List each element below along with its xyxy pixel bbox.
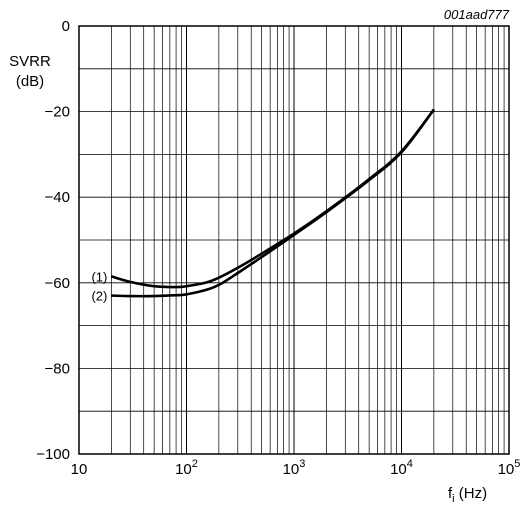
x-tick-label: 102	[175, 458, 198, 478]
x-tick-label: 105	[498, 458, 521, 478]
y-tick-label: −80	[45, 360, 70, 377]
x-tick-base: 10	[390, 461, 407, 478]
y-axis-title-line1: SVRR	[9, 53, 51, 70]
x-tick-base: 10	[175, 461, 192, 478]
x-tick-label: 103	[283, 458, 306, 478]
x-axis-title: fi (Hz)	[448, 485, 487, 505]
y-axis-title-line2: (dB)	[16, 73, 44, 90]
x-tick-base: 10	[283, 461, 300, 478]
series-label-1: (1)	[91, 269, 107, 284]
x-tick-label: 10	[71, 461, 88, 478]
figure-reference: 001aad777	[444, 7, 510, 22]
x-tick-exponent: 2	[192, 458, 198, 470]
x-tick-exponent: 4	[407, 458, 413, 470]
x-tick-labels: 10 102 103 104 105	[71, 458, 521, 478]
y-tick-label: −60	[45, 275, 70, 292]
y-tick-label: 0	[62, 18, 70, 35]
x-tick-exponent: 5	[514, 458, 520, 470]
y-tick-label: −40	[45, 189, 70, 206]
x-tick-exponent: 3	[299, 458, 305, 470]
x-tick-base: 10	[498, 461, 515, 478]
grid	[79, 26, 509, 454]
series-label-2: (2)	[91, 289, 107, 304]
y-tick-label: −100	[36, 446, 70, 463]
series-line-2	[111, 110, 434, 297]
y-tick-label: −20	[45, 104, 70, 121]
series-line-1	[111, 110, 434, 288]
x-tick-label: 104	[390, 458, 413, 478]
x-axis-title-unit: (Hz)	[459, 485, 487, 502]
series-layer: (1)(2)	[91, 110, 433, 304]
x-tick-base: 10	[71, 461, 88, 478]
